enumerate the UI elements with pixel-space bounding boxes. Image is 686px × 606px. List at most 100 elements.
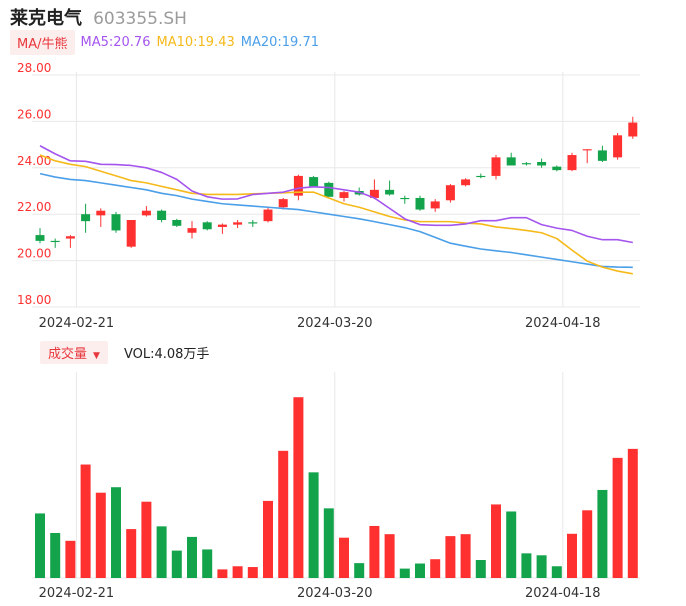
volume-bar: [627, 448, 638, 578]
candle-body: [552, 166, 562, 171]
candle-body: [202, 222, 212, 230]
ma-indicator-button[interactable]: MA/牛熊: [10, 29, 75, 55]
candle-body: [293, 175, 303, 196]
caret-down-icon: ▼: [93, 350, 100, 361]
candle: [141, 206, 151, 217]
candle: [187, 221, 197, 239]
candle: [157, 209, 167, 223]
candle-body: [233, 222, 243, 225]
candle: [50, 238, 60, 248]
volume-legend: 成交量 ▼ VOL:4.08万手: [40, 340, 210, 364]
volume-bar: [217, 569, 228, 578]
candle-body: [35, 235, 45, 241]
x-tick-label: 2024-04-18: [525, 316, 601, 331]
candle: [552, 165, 562, 172]
candle: [309, 175, 319, 188]
candle: [385, 180, 395, 196]
volume-bar: [35, 513, 45, 578]
candle: [126, 220, 136, 248]
volume-button-label: 成交量: [48, 346, 88, 362]
candle-body: [263, 209, 273, 222]
volume-bar: [126, 529, 137, 578]
candle: [491, 155, 501, 180]
candle: [506, 152, 516, 166]
candle: [81, 203, 91, 233]
candle: [521, 162, 531, 166]
candle: [369, 179, 379, 200]
volume-indicator-button[interactable]: 成交量 ▼: [40, 340, 108, 364]
candle-body: [400, 197, 410, 200]
candle: [415, 195, 425, 211]
y-tick-label: 20.00: [17, 247, 51, 261]
stock-name: 莱克电气: [10, 8, 82, 29]
volume-bar: [369, 525, 380, 578]
y-tick-label: 18.00: [17, 293, 51, 307]
candle-body: [309, 177, 319, 187]
y-tick-label: 28.00: [17, 61, 51, 75]
volume-bar: [278, 450, 289, 578]
candle-body: [50, 240, 60, 243]
candle-body: [278, 199, 288, 208]
volume-bar: [247, 567, 258, 578]
ma10-label: MA10:19.43: [156, 34, 235, 50]
candle-body: [628, 122, 638, 137]
x-tick-label: 2024-04-18: [525, 586, 601, 601]
candle-body: [582, 149, 592, 151]
candle-body: [369, 189, 379, 198]
candle-body: [65, 236, 75, 239]
candle: [233, 220, 243, 229]
price-chart: 28.00 26.00 24.00 22.00 20.00 18.00 2024-02-21…: [17, 61, 640, 331]
candle-body: [248, 222, 258, 224]
volume-bar: [399, 568, 410, 578]
candle: [445, 184, 455, 203]
volume-bar: [551, 566, 562, 578]
volume-bar: [202, 549, 213, 578]
volume-value: VOL:4.08万手: [123, 346, 210, 362]
x-tick-label: 2024-03-20: [297, 316, 373, 331]
candle-body: [506, 157, 516, 166]
candle: [400, 195, 410, 204]
volume-bar: [339, 537, 349, 578]
candle: [582, 149, 592, 164]
candle-body: [415, 197, 425, 210]
candle-body: [597, 150, 607, 161]
candle: [65, 235, 75, 248]
volume-bar: [156, 526, 167, 578]
ma5-line: [39, 145, 633, 244]
volume-bar: [597, 489, 608, 578]
volume-bar: [232, 566, 243, 578]
candle: [597, 145, 607, 162]
candle: [35, 228, 45, 244]
candle-body: [217, 224, 227, 227]
candle: [613, 133, 623, 160]
volume-bar: [445, 536, 456, 578]
candle-body: [521, 163, 531, 165]
candle: [461, 178, 471, 187]
candle: [537, 158, 547, 168]
volume-chart: 2024-02-21 2024-03-20 2024-04-18: [32, 372, 640, 601]
candle: [217, 223, 227, 234]
candle: [324, 181, 334, 197]
volume-bar: [308, 472, 319, 578]
volume-bar: [171, 550, 182, 578]
candle-body: [141, 210, 151, 216]
candle-body: [491, 157, 501, 176]
ma20-label: MA20:19.71: [240, 34, 319, 50]
candle-body: [157, 210, 167, 220]
volume-bar: [187, 536, 197, 578]
candle-body: [445, 185, 455, 201]
candle-body: [430, 201, 440, 209]
candle: [430, 199, 440, 212]
volume-bar: [475, 560, 486, 578]
candle-body: [96, 210, 106, 216]
candle-body: [81, 214, 91, 222]
volume-bar: [263, 500, 273, 578]
candle-body: [172, 220, 182, 226]
candle-body: [476, 175, 486, 178]
volume-bar: [95, 492, 106, 578]
candle: [172, 218, 182, 227]
volume-bar: [491, 504, 501, 578]
candle-body: [567, 155, 577, 171]
volume-bar: [536, 555, 547, 578]
